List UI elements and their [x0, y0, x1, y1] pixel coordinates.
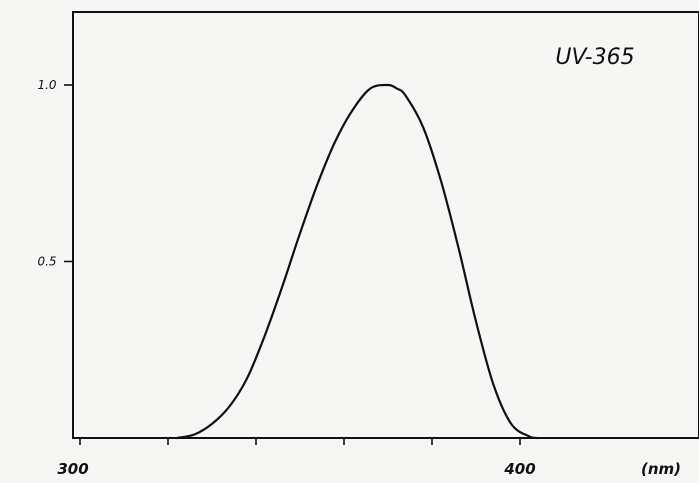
- chart-title: UV-365: [555, 45, 634, 70]
- x-axis-ticks: 300 400: [57, 438, 536, 478]
- x-tick-label: 400: [503, 460, 535, 478]
- series-line: [175, 83, 539, 440]
- y-tick-label: 0.5: [37, 255, 56, 269]
- plot-frame: [72, 11, 699, 439]
- y-tick-label: 1.0: [37, 78, 56, 92]
- x-tick-label: 300: [57, 460, 88, 478]
- y-axis-ticks: 1.0 0.5: [37, 78, 73, 269]
- x-axis-unit-label: (nm): [641, 460, 681, 478]
